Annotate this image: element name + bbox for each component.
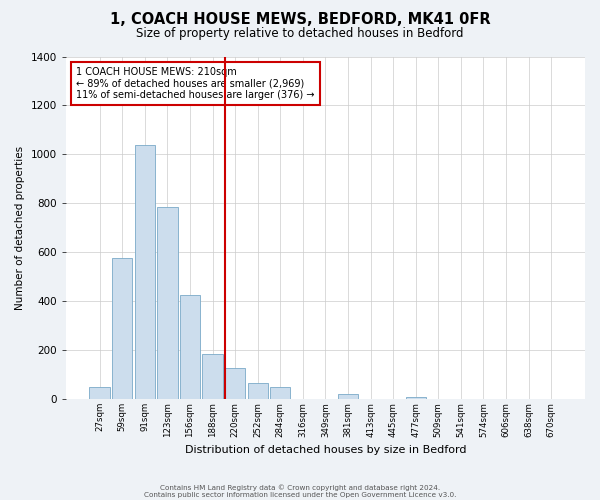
Bar: [157, 207, 178, 399]
Text: Contains public sector information licensed under the Open Government Licence v3: Contains public sector information licen…: [144, 492, 456, 498]
Text: Contains HM Land Registry data © Crown copyright and database right 2024.: Contains HM Land Registry data © Crown c…: [160, 484, 440, 491]
Bar: [338, 394, 358, 399]
Bar: [89, 387, 110, 399]
Y-axis label: Number of detached properties: Number of detached properties: [15, 146, 25, 310]
Bar: [406, 396, 426, 399]
Bar: [112, 258, 133, 399]
Bar: [202, 354, 223, 399]
X-axis label: Distribution of detached houses by size in Bedford: Distribution of detached houses by size …: [185, 445, 466, 455]
Bar: [180, 295, 200, 399]
Bar: [270, 387, 290, 399]
Text: Size of property relative to detached houses in Bedford: Size of property relative to detached ho…: [136, 28, 464, 40]
Bar: [225, 368, 245, 399]
Text: 1 COACH HOUSE MEWS: 210sqm
← 89% of detached houses are smaller (2,969)
11% of s: 1 COACH HOUSE MEWS: 210sqm ← 89% of deta…: [76, 67, 315, 100]
Text: 1, COACH HOUSE MEWS, BEDFORD, MK41 0FR: 1, COACH HOUSE MEWS, BEDFORD, MK41 0FR: [110, 12, 490, 28]
Bar: [248, 383, 268, 399]
Bar: [134, 144, 155, 399]
